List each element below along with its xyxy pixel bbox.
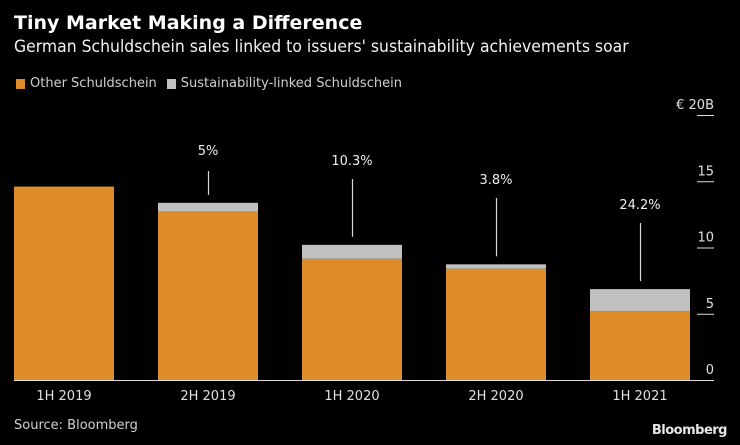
chart-title: Tiny Market Making a Difference (14, 12, 363, 34)
y-tick-label: 5 (706, 297, 714, 312)
chart-subtitle: German Schuldschein sales linked to issu… (14, 37, 629, 57)
legend-label-other: Other Schuldschein (30, 76, 157, 91)
bar-other-2h-2020 (446, 268, 546, 380)
x-tick-label: 1H 2021 (612, 389, 667, 404)
annotation-label: 24.2% (619, 198, 660, 213)
annotation-label: 3.8% (479, 173, 512, 188)
bar-sustainability-2h-2019 (158, 202, 258, 212)
y-tick-label: € 20B (676, 98, 714, 113)
legend-item-other: Other Schuldschein (16, 76, 157, 91)
y-tick-label: 15 (697, 164, 714, 179)
y-tick-label: 10 (697, 231, 714, 246)
bar-other-1h-2019 (14, 186, 114, 380)
annotation-label: 5% (198, 144, 219, 159)
x-tick-label: 2H 2019 (180, 389, 235, 404)
bar-other-1h-2020 (302, 258, 402, 380)
source-note: Source: Bloomberg (14, 418, 138, 433)
legend-label-sustainability: Sustainability-linked Schuldschein (180, 76, 402, 91)
bar-sustainability-2h-2020 (446, 264, 546, 269)
legend: Other Schuldschein Sustainability-linked… (16, 76, 412, 91)
legend-swatch-sustainability (166, 78, 176, 89)
legend-item-sustainability: Sustainability-linked Schuldschein (166, 76, 402, 91)
x-tick-label: 2H 2020 (468, 389, 523, 404)
bar-other-2h-2019 (158, 211, 258, 380)
y-tick-label: 0 (706, 363, 714, 378)
legend-swatch-other (16, 78, 25, 89)
bar-other-1h-2021 (590, 311, 690, 380)
bar-sustainability-1h-2021 (590, 289, 690, 312)
annotation-label: 10.3% (331, 154, 372, 169)
bar-sustainability-1h-2020 (302, 244, 402, 259)
bloomberg-logo: Bloomberg (651, 423, 728, 438)
x-tick-label: 1H 2019 (36, 389, 91, 404)
x-tick-label: 1H 2020 (324, 389, 379, 404)
